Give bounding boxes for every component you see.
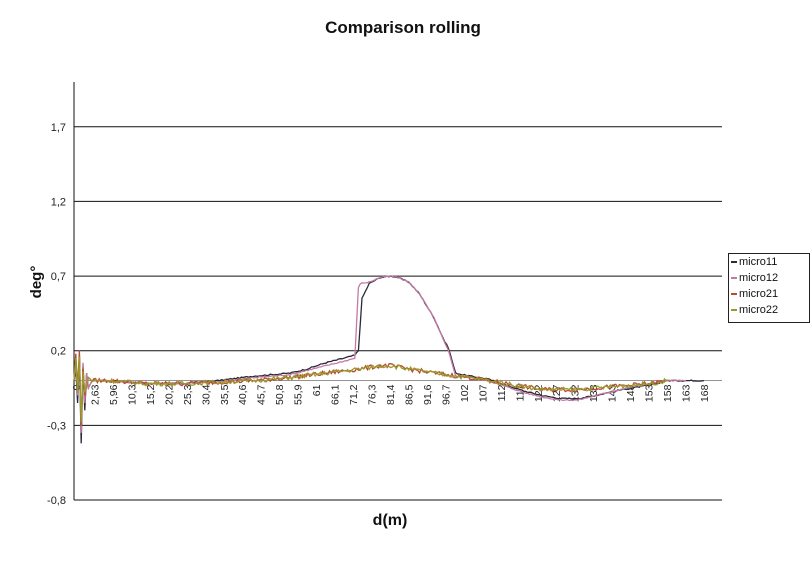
x-tick-label: 163: [681, 384, 693, 402]
legend-swatch: [731, 309, 737, 311]
y-tick-label: -0,3: [47, 420, 66, 432]
y-tick-label: 1,2: [51, 196, 66, 208]
x-tick-label: 76,3: [367, 384, 379, 405]
x-tick-label: 35,5: [219, 384, 231, 405]
legend-label: micro12: [739, 272, 779, 284]
legend-swatch: [731, 261, 737, 263]
chart-title: Comparison rolling: [325, 18, 481, 37]
y-tick-label: 1,7: [51, 122, 66, 134]
legend-swatch: [731, 277, 737, 279]
x-tick-label: 71,2: [348, 384, 360, 405]
legend: micro11 micro12 micro21 micro22: [728, 253, 810, 323]
x-tick-label: 10,3: [126, 384, 138, 405]
x-tick-label: 158: [662, 384, 674, 402]
series-line-micro11: [73, 275, 705, 444]
x-tick-label: 30,4: [200, 384, 212, 405]
x-tick-label: 45,7: [256, 384, 268, 405]
x-tick-label: 112: [496, 384, 508, 401]
x-tick-label: 153: [644, 384, 656, 402]
legend-label: micro21: [739, 288, 779, 300]
x-tick-label: 81,4: [385, 384, 397, 405]
y-tick-label: -0,8: [47, 495, 66, 507]
legend-label: micro22: [739, 304, 779, 316]
series-line-micro21: [73, 350, 669, 426]
x-tick-label: 66,1: [330, 384, 342, 405]
legend-item-micro22: micro22: [729, 302, 809, 318]
x-tick-label: 15,2: [145, 384, 157, 405]
series-line-micro12: [73, 275, 687, 433]
x-tick-label: 50,8: [274, 384, 286, 405]
legend-swatch: [731, 293, 737, 295]
x-tick-label: 40,6: [237, 384, 249, 405]
y-tick-label: 0,2: [51, 346, 66, 358]
x-tick-label: 107: [477, 384, 489, 402]
legend-label: micro11: [739, 256, 778, 268]
x-tick-label: 5,96: [108, 384, 120, 405]
x-tick-label: 55,9: [293, 384, 305, 405]
legend-item-micro21: micro21: [729, 286, 809, 302]
x-tick-label: 61: [311, 384, 323, 396]
x-tick-label: 86,5: [403, 384, 415, 405]
y-tick-label: 0,7: [51, 271, 66, 283]
x-tick-label: 20,2: [163, 384, 175, 405]
x-tick-label: 25,3: [182, 384, 194, 405]
legend-item-micro12: micro12: [729, 270, 809, 286]
x-tick-label: 168: [699, 384, 711, 402]
x-tick-label: 102: [459, 384, 471, 402]
x-tick-label: 2,63: [89, 384, 101, 405]
x-axis-label: d(m): [372, 512, 408, 529]
y-axis-label: deg°: [28, 265, 45, 299]
x-tick-label: 96,7: [440, 384, 452, 405]
x-tick-label: 91,6: [422, 384, 434, 405]
legend-item-micro11: micro11: [729, 254, 809, 270]
series-line-micro22: [73, 356, 669, 423]
